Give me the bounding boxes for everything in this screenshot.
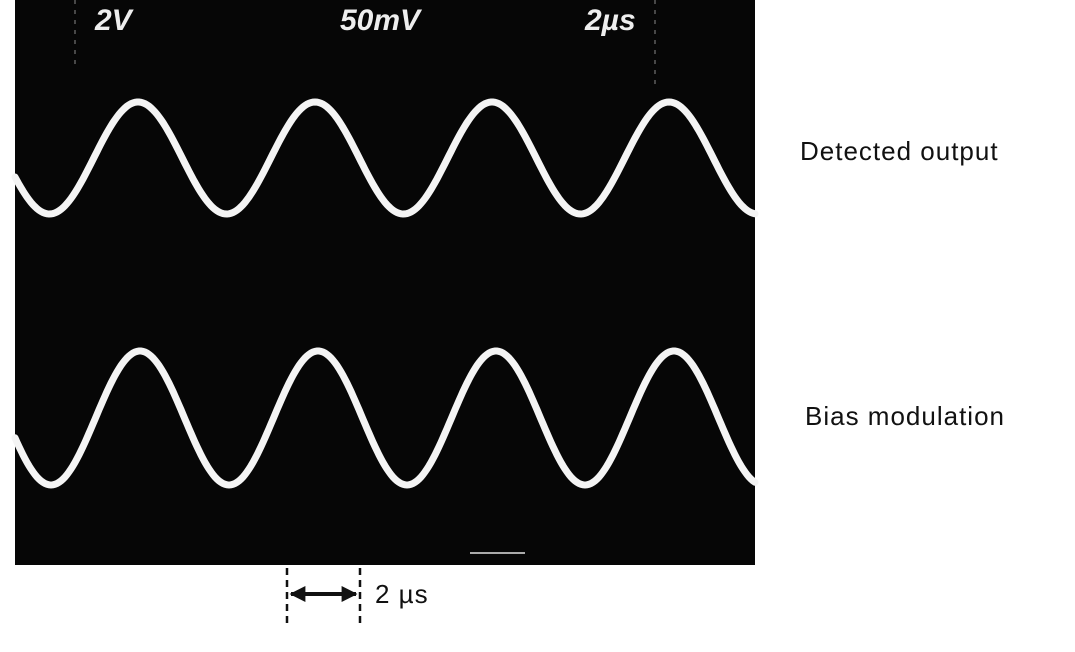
scale-bar-label: 2 µs: [375, 579, 429, 609]
bias-modulation-trace: [11, 347, 759, 489]
channel-2-scale: 50mV: [340, 4, 423, 37]
oscilloscope-screen: [15, 0, 755, 565]
timebase: 2µs: [584, 4, 636, 37]
detected-output-trace: [11, 98, 759, 218]
channel-1-scale: 2V: [94, 4, 135, 37]
trace-label: Detected output: [800, 136, 999, 166]
trace-label: Bias modulation: [805, 401, 1005, 431]
